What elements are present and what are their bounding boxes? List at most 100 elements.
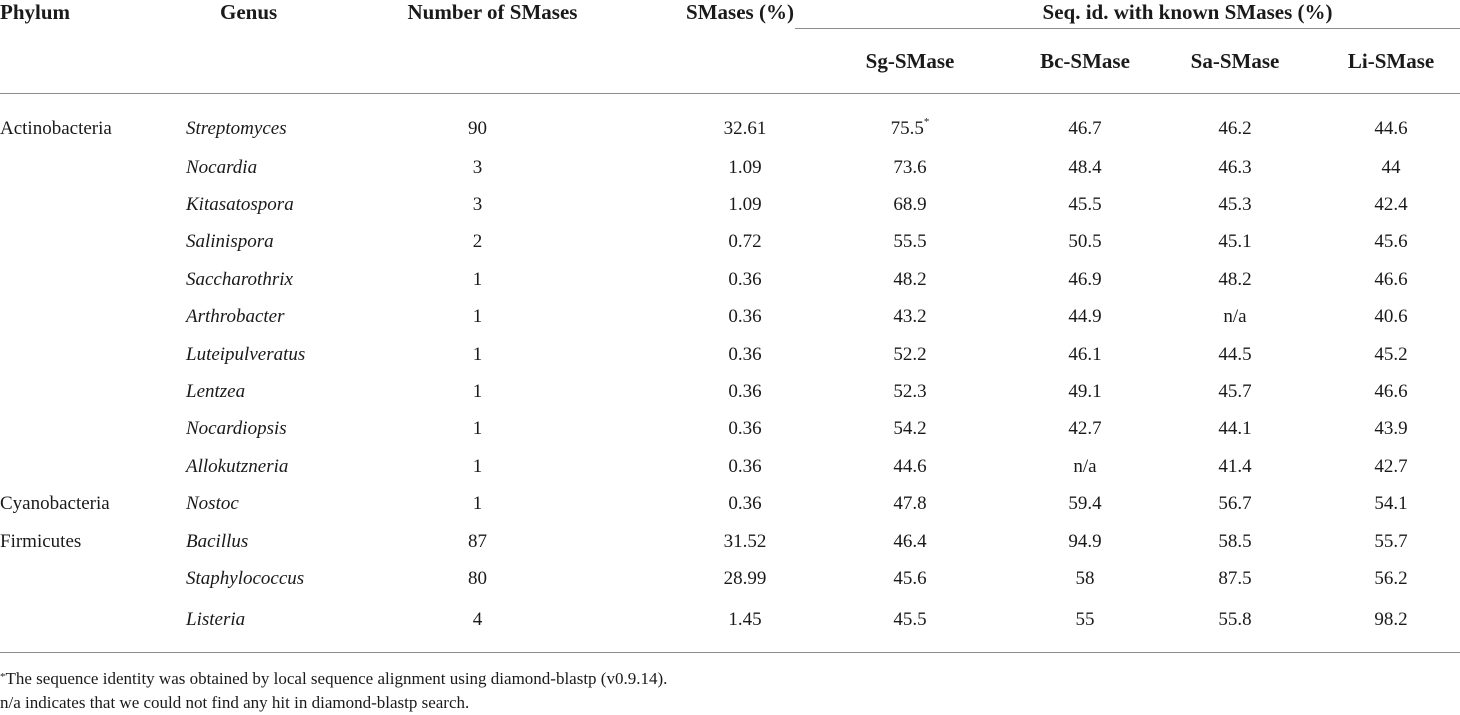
cell-number-of-smases: 2	[360, 224, 615, 261]
table-row: Saccharothrix 1 0.36 48.2 46.9 48.2 46.6	[0, 261, 1460, 298]
cell-bc-smase-value: 58	[1075, 567, 1095, 589]
cell-sg-smase-value: 52.2	[893, 343, 927, 365]
cell-sa-smase-value: 44.1	[1218, 418, 1252, 440]
cell-li-smase: 43.9	[1310, 411, 1460, 448]
cell-bc-smase-value: 46.9	[1068, 268, 1102, 290]
cell-number-of-smases-value: 1	[472, 381, 483, 403]
cell-number-of-smases: 1	[360, 448, 615, 485]
cell-phylum: Cyanobacteria	[0, 486, 170, 523]
cell-phylum	[0, 149, 170, 186]
cell-number-of-smases-value: 4	[472, 608, 483, 630]
cell-li-smase-value: 44.6	[1374, 117, 1408, 139]
cell-li-smase: 44	[1310, 149, 1460, 186]
cell-sa-smase: n/a	[1160, 299, 1310, 336]
cell-genus-value: Arthrobacter	[186, 306, 285, 328]
cell-sg-smase-value: 46.4	[893, 530, 927, 552]
table-notes: *The sequence identity was obtained by l…	[0, 667, 1460, 715]
cell-li-smase-value: 43.9	[1374, 418, 1408, 440]
cell-sg-smase: 45.6	[795, 560, 1010, 597]
cell-sg-smase: 48.2	[795, 261, 1010, 298]
cell-bc-smase: 59.4	[1010, 486, 1160, 523]
cell-sa-smase-value: 45.3	[1218, 194, 1252, 216]
cell-genus-value: Kitasatospora	[186, 194, 294, 216]
cell-sa-smase: 56.7	[1160, 486, 1310, 523]
cell-sa-smase: 87.5	[1160, 560, 1310, 597]
cell-sa-smase: 44.5	[1160, 336, 1310, 373]
cell-sa-smase-value: 48.2	[1218, 268, 1252, 290]
cell-li-smase: 45.6	[1310, 224, 1460, 261]
cell-li-smase-value: 45.2	[1374, 343, 1408, 365]
cell-li-smase: 98.2	[1310, 597, 1460, 653]
table-row: Nocardiopsis 1 0.36 54.2 42.7 44.1 43.9	[0, 411, 1460, 448]
table-row: Luteipulveratus 1 0.36 52.2 46.1 44.5 45.2	[0, 336, 1460, 373]
cell-number-of-smases-value: 87	[468, 530, 487, 552]
cell-genus-value: Nostoc	[186, 493, 239, 515]
cell-genus-value: Saccharothrix	[186, 268, 293, 290]
table-row: Firmicutes Bacillus 87 31.52 46.4 94.9 58.5 55.…	[0, 523, 1460, 560]
cell-bc-smase-value: 44.9	[1068, 306, 1102, 328]
cell-li-smase: 46.6	[1310, 373, 1460, 410]
cell-genus-value: Salinispora	[186, 231, 274, 253]
cell-sg-smase: 75.5*	[795, 94, 1010, 150]
cell-bc-smase: 46.1	[1010, 336, 1160, 373]
cell-bc-smase: n/a	[1010, 448, 1160, 485]
cell-sa-smase: 45.7	[1160, 373, 1310, 410]
cell-smases-pct: 1.45	[615, 597, 795, 653]
cell-sa-smase-value: 45.7	[1218, 381, 1252, 403]
cell-genus-value: Listeria	[186, 608, 246, 630]
table-header: Phylum Genus Number of SMases SMases (%)…	[0, 0, 1460, 94]
cell-bc-smase: 50.5	[1010, 224, 1160, 261]
cell-phylum-value: Actinobacteria	[0, 117, 112, 139]
cell-sg-smase-value: 52.3	[893, 381, 927, 403]
cell-sg-smase-value: 43.2	[893, 306, 927, 328]
table-row: Lentzea 1 0.36 52.3 49.1 45.7 46.6	[0, 373, 1460, 410]
cell-smases-pct: 1.09	[615, 186, 795, 223]
cell-genus: Nostoc	[170, 486, 360, 523]
cell-genus-value: Luteipulveratus	[186, 343, 306, 365]
cell-smases-pct: 0.36	[615, 486, 795, 523]
cell-phylum	[0, 224, 170, 261]
cell-sg-smase: 47.8	[795, 486, 1010, 523]
cell-number-of-smases: 3	[360, 186, 615, 223]
cell-sg-smase: 54.2	[795, 411, 1010, 448]
cell-phylum	[0, 560, 170, 597]
cell-li-smase-value: 46.6	[1374, 381, 1408, 403]
cell-phylum: Firmicutes	[0, 523, 170, 560]
cell-smases-pct: 0.36	[615, 261, 795, 298]
cell-sg-smase-value: 48.2	[893, 268, 927, 290]
cell-smases-pct-value: 28.99	[723, 567, 767, 589]
header-number-of-smases: Number of SMases	[360, 0, 615, 94]
cell-phylum	[0, 299, 170, 336]
cell-bc-smase: 44.9	[1010, 299, 1160, 336]
cell-smases-pct: 0.36	[615, 411, 795, 448]
header-seq-id-group: Seq. id. with known SMases (%)	[795, 0, 1460, 29]
cell-bc-smase-value: 46.1	[1068, 343, 1102, 365]
cell-sg-smase: 68.9	[795, 186, 1010, 223]
cell-smases-pct-value: 0.72	[728, 231, 762, 253]
cell-sa-smase-value: 56.7	[1218, 493, 1252, 515]
cell-phylum	[0, 373, 170, 410]
cell-sa-smase-value: 45.1	[1218, 231, 1252, 253]
cell-sa-smase: 46.2	[1160, 94, 1310, 150]
cell-li-smase: 55.7	[1310, 523, 1460, 560]
cell-smases-pct-value: 0.36	[728, 306, 762, 328]
cell-sg-smase: 52.2	[795, 336, 1010, 373]
cell-phylum	[0, 261, 170, 298]
cell-li-smase: 45.2	[1310, 336, 1460, 373]
cell-bc-smase-value: 42.7	[1068, 418, 1102, 440]
cell-li-smase-value: 98.2	[1374, 608, 1408, 630]
cell-bc-smase: 42.7	[1010, 411, 1160, 448]
cell-smases-pct-value: 0.36	[728, 455, 762, 477]
cell-li-smase: 42.4	[1310, 186, 1460, 223]
cell-sg-smase: 44.6	[795, 448, 1010, 485]
cell-number-of-smases: 1	[360, 486, 615, 523]
smase-table: Phylum Genus Number of SMases SMases (%)…	[0, 0, 1460, 653]
cell-genus-value: Nocardia	[186, 156, 258, 178]
cell-smases-pct-value: 0.36	[728, 268, 762, 290]
cell-bc-smase-value: 50.5	[1068, 231, 1102, 253]
table-body: Actinobacteria Streptomyces 90 32.61 75.5* 46…	[0, 94, 1460, 653]
header-smases-pct: SMases (%)	[615, 0, 795, 94]
cell-bc-smase: 55	[1010, 597, 1160, 653]
cell-number-of-smases: 1	[360, 261, 615, 298]
